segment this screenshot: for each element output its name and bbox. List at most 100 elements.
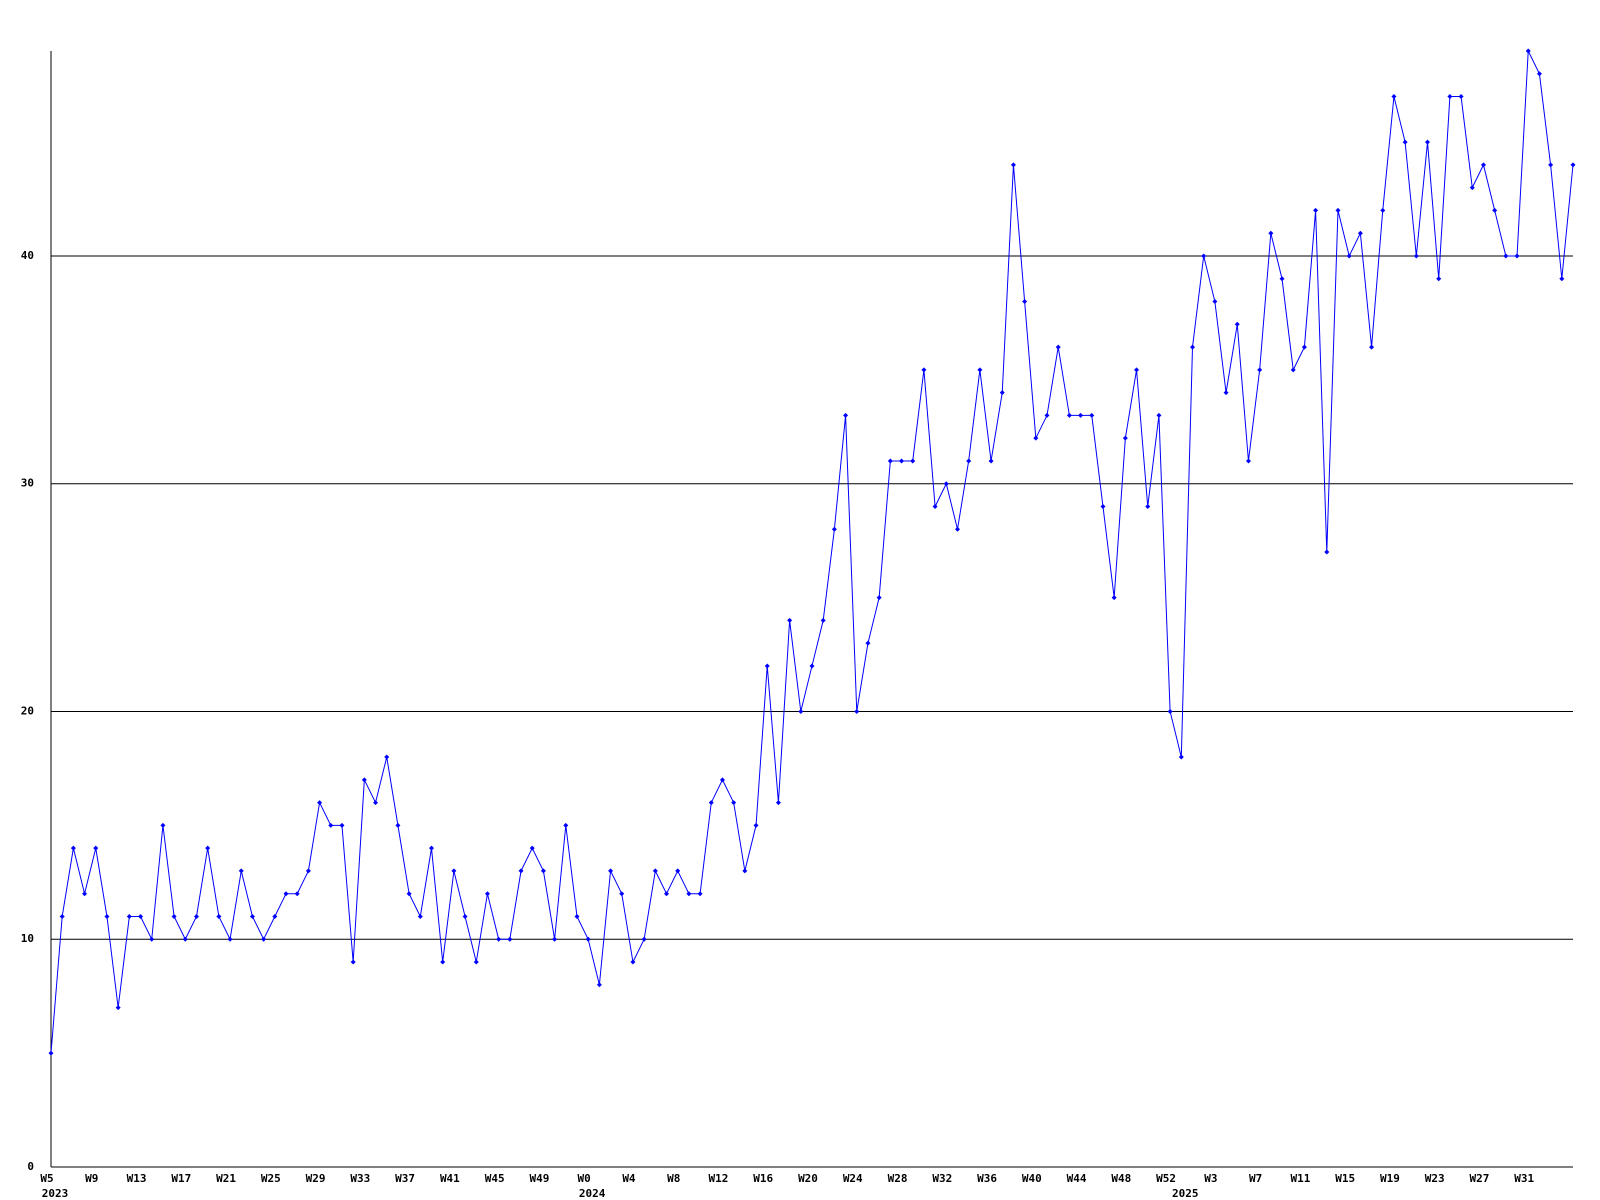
point: [1022, 299, 1028, 305]
x-tick-label: W23: [1425, 1172, 1445, 1185]
point: [563, 822, 569, 828]
point: [1156, 412, 1162, 418]
x-tick-label: W49: [529, 1172, 549, 1185]
x-tick-label: W45: [485, 1172, 505, 1185]
x-tick-label: W25: [261, 1172, 281, 1185]
point: [742, 868, 748, 874]
point: [1234, 321, 1240, 327]
point: [1413, 253, 1419, 259]
x-tick-label: W15: [1335, 1172, 1355, 1185]
point: [1279, 276, 1285, 282]
point: [1201, 253, 1207, 259]
point: [115, 1005, 121, 1011]
point: [1178, 754, 1184, 760]
point: [1033, 435, 1039, 441]
point: [429, 845, 434, 851]
point: [966, 458, 972, 464]
point: [238, 868, 244, 874]
x-tick-label: W52: [1156, 1172, 1176, 1185]
x-year-label: 2025: [1172, 1187, 1199, 1200]
point: [596, 982, 602, 988]
point: [182, 936, 188, 942]
point: [328, 822, 334, 828]
x-year-label: 2024: [579, 1187, 606, 1200]
point: [361, 777, 367, 783]
y-tick-label: 0: [27, 1160, 34, 1173]
point: [473, 959, 479, 965]
x-tick-label: W40: [1022, 1172, 1042, 1185]
point: [954, 526, 960, 532]
point: [809, 663, 815, 669]
point: [999, 390, 1005, 396]
point: [59, 913, 65, 919]
point: [227, 936, 233, 942]
point: [205, 845, 211, 851]
point: [1559, 276, 1565, 282]
point: [1480, 162, 1486, 168]
point: [675, 868, 681, 874]
point: [1458, 94, 1464, 100]
point: [731, 800, 737, 806]
point: [283, 891, 289, 897]
point: [988, 458, 994, 464]
x-tick-label: W41: [440, 1172, 460, 1185]
point: [719, 777, 725, 783]
point: [529, 845, 535, 851]
point: [417, 913, 423, 919]
point: [574, 913, 580, 919]
point: [1089, 412, 1095, 418]
point: [373, 800, 379, 806]
point: [708, 800, 714, 806]
point: [1313, 207, 1319, 213]
point: [1111, 595, 1117, 601]
x-tick-label: W4: [622, 1172, 636, 1185]
x-year-label: 2023: [42, 1187, 69, 1200]
point: [48, 1050, 54, 1056]
point: [1357, 230, 1363, 236]
point: [1134, 367, 1140, 373]
point: [619, 891, 625, 897]
point: [1268, 230, 1274, 236]
y-tick-label: 30: [21, 477, 34, 490]
point: [585, 936, 591, 942]
x-tick-label: W11: [1290, 1172, 1310, 1185]
point: [854, 708, 860, 714]
point: [93, 845, 99, 851]
point: [630, 959, 636, 965]
point: [697, 891, 703, 897]
point: [1078, 412, 1084, 418]
point: [910, 458, 916, 464]
point: [775, 800, 781, 806]
x-tick-label: W7: [1249, 1172, 1262, 1185]
point: [540, 868, 546, 874]
point: [1212, 299, 1218, 305]
point: [865, 640, 871, 646]
x-tick-label: W9: [85, 1172, 98, 1185]
x-tick-label: W3: [1204, 1172, 1217, 1185]
point: [1402, 139, 1408, 145]
point: [138, 913, 144, 919]
point: [1301, 344, 1307, 350]
x-tick-label: W44: [1067, 1172, 1087, 1185]
point: [652, 868, 658, 874]
x-tick-label: W5: [40, 1172, 53, 1185]
x-tick-label: W48: [1111, 1172, 1131, 1185]
x-tick-label: W29: [306, 1172, 326, 1185]
point: [216, 913, 222, 919]
point: [1425, 139, 1431, 145]
y-tick-label: 20: [21, 704, 34, 717]
point: [876, 595, 882, 601]
x-tick-label: W31: [1514, 1172, 1534, 1185]
point: [1122, 435, 1128, 441]
x-tick-label: W17: [171, 1172, 191, 1185]
x-tick-label: W21: [216, 1172, 236, 1185]
point: [1492, 207, 1498, 213]
point: [1369, 344, 1375, 350]
point: [921, 367, 927, 373]
point: [507, 936, 513, 942]
point: [1066, 412, 1072, 418]
x-tick-label: W24: [843, 1172, 863, 1185]
point: [462, 913, 468, 919]
x-tick-label: W16: [753, 1172, 773, 1185]
point: [339, 822, 345, 828]
